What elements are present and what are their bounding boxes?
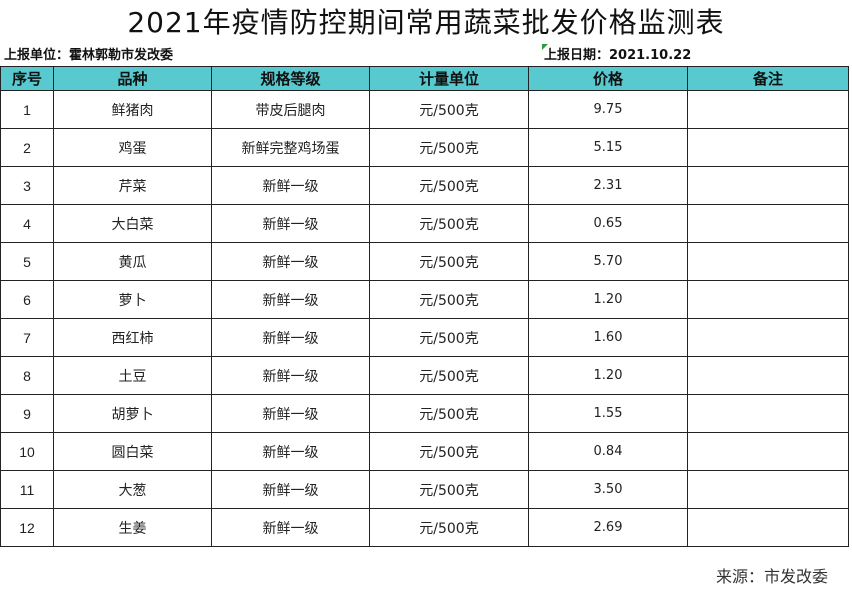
report-date: 上报日期：2021.10.22: [544, 48, 692, 63]
cell-variety: 鸡蛋: [53, 128, 212, 167]
cell-price: 3.50: [528, 470, 688, 509]
cell-unit: 元/500克: [369, 242, 529, 281]
cell-price: 2.69: [528, 508, 688, 547]
table-row: 1 鲜猪肉 带皮后腿肉 元/500克 9.75: [0, 90, 849, 129]
cell-price: 0.84: [528, 432, 688, 471]
cell-remark: [687, 242, 849, 281]
cell-no: 5: [0, 242, 54, 281]
cell-remark: [687, 394, 849, 433]
cell-variety: 黄瓜: [53, 242, 212, 281]
cell-remark: [687, 166, 849, 205]
cell-remark: [687, 318, 849, 357]
cell-variety: 鲜猪肉: [53, 90, 212, 129]
cell-price: 1.55: [528, 394, 688, 433]
cell-spec: 新鲜一级: [211, 166, 370, 205]
cell-unit: 元/500克: [369, 432, 529, 471]
table-row: 7 西红柿 新鲜一级 元/500克 1.60: [0, 318, 849, 357]
cell-no: 1: [0, 90, 54, 129]
cell-remark: [687, 90, 849, 129]
cell-spec: 新鲜一级: [211, 470, 370, 509]
cell-spec: 新鲜一级: [211, 242, 370, 281]
cell-no: 10: [0, 432, 54, 471]
cell-unit: 元/500克: [369, 470, 529, 509]
cell-unit: 元/500克: [369, 318, 529, 357]
report-unit: 上报单位：霍林郭勒市发改委: [4, 48, 174, 63]
cell-remark: [687, 280, 849, 319]
cell-spec: 新鲜完整鸡场蛋: [211, 128, 370, 167]
cell-no: 3: [0, 166, 54, 205]
cell-price: 0.65: [528, 204, 688, 243]
cell-price: 1.20: [528, 280, 688, 319]
cell-no: 11: [0, 470, 54, 509]
cell-variety: 大白菜: [53, 204, 212, 243]
cell-no: 9: [0, 394, 54, 433]
cell-spec: 新鲜一级: [211, 204, 370, 243]
cell-price: 5.70: [528, 242, 688, 281]
cell-no: 2: [0, 128, 54, 167]
table-body: 1 鲜猪肉 带皮后腿肉 元/500克 9.75 2 鸡蛋 新鲜完整鸡场蛋 元/500克 5.15 3…: [0, 90, 849, 547]
cell-remark: [687, 432, 849, 471]
price-table: 序号 品种 规格等级 计量单位 价格 备注 1 鲜猪肉 带皮后腿肉 元/500克 9.7…: [0, 66, 849, 547]
cell-spec: 新鲜一级: [211, 280, 370, 319]
table-row: 9 胡萝卜 新鲜一级 元/500克 1.55: [0, 394, 849, 433]
cell-unit: 元/500克: [369, 90, 529, 129]
table-row: 12 生姜 新鲜一级 元/500克 2.69: [0, 508, 849, 547]
cell-price: 9.75: [528, 90, 688, 129]
cell-unit: 元/500克: [369, 280, 529, 319]
cell-unit: 元/500克: [369, 394, 529, 433]
cell-variety: 土豆: [53, 356, 212, 395]
table-row: 11 大葱 新鲜一级 元/500克 3.50: [0, 470, 849, 509]
cell-spec: 新鲜一级: [211, 318, 370, 357]
cell-no: 8: [0, 356, 54, 395]
header-no: 序号: [0, 66, 54, 91]
source-note: 来源：市发改委: [715, 567, 828, 586]
cell-variety: 胡萝卜: [53, 394, 212, 433]
header-price: 价格: [528, 66, 688, 91]
cell-spec: 新鲜一级: [211, 432, 370, 471]
cell-price: 1.60: [528, 318, 688, 357]
table-row: 3 芹菜 新鲜一级 元/500克 2.31: [0, 166, 849, 205]
cell-no: 4: [0, 204, 54, 243]
document-title: 2021年疫情防控期间常用蔬菜批发价格监测表: [127, 6, 725, 39]
cell-price: 2.31: [528, 166, 688, 205]
cell-comment-marker: [542, 44, 548, 50]
cell-price: 1.20: [528, 356, 688, 395]
cell-remark: [687, 356, 849, 395]
cell-unit: 元/500克: [369, 128, 529, 167]
header-spec: 规格等级: [211, 66, 370, 91]
cell-variety: 生姜: [53, 508, 212, 547]
cell-remark: [687, 204, 849, 243]
cell-unit: 元/500克: [369, 508, 529, 547]
cell-variety: 西红柿: [53, 318, 212, 357]
cell-variety: 芹菜: [53, 166, 212, 205]
cell-no: 6: [0, 280, 54, 319]
cell-unit: 元/500克: [369, 356, 529, 395]
cell-unit: 元/500克: [369, 166, 529, 205]
cell-spec: 新鲜一级: [211, 508, 370, 547]
cell-remark: [687, 470, 849, 509]
cell-spec: 新鲜一级: [211, 394, 370, 433]
cell-no: 12: [0, 508, 54, 547]
table-row: 4 大白菜 新鲜一级 元/500克 0.65: [0, 204, 849, 243]
table-row: 6 萝卜 新鲜一级 元/500克 1.20: [0, 280, 849, 319]
cell-price: 5.15: [528, 128, 688, 167]
cell-spec: 新鲜一级: [211, 356, 370, 395]
header-row: 序号 品种 规格等级 计量单位 价格 备注: [0, 66, 849, 91]
cell-remark: [687, 508, 849, 547]
cell-remark: [687, 128, 849, 167]
cell-variety: 萝卜: [53, 280, 212, 319]
cell-unit: 元/500克: [369, 204, 529, 243]
header-variety: 品种: [53, 66, 212, 91]
table-row: 8 土豆 新鲜一级 元/500克 1.20: [0, 356, 849, 395]
cell-variety: 圆白菜: [53, 432, 212, 471]
table-row: 5 黄瓜 新鲜一级 元/500克 5.70: [0, 242, 849, 281]
table-row: 2 鸡蛋 新鲜完整鸡场蛋 元/500克 5.15: [0, 128, 849, 167]
header-unit: 计量单位: [369, 66, 529, 91]
cell-variety: 大葱: [53, 470, 212, 509]
table-row: 10 圆白菜 新鲜一级 元/500克 0.84: [0, 432, 849, 471]
table-header: 序号 品种 规格等级 计量单位 价格 备注: [0, 66, 849, 91]
cell-no: 7: [0, 318, 54, 357]
header-remark: 备注: [687, 66, 849, 91]
cell-spec: 带皮后腿肉: [211, 90, 370, 129]
